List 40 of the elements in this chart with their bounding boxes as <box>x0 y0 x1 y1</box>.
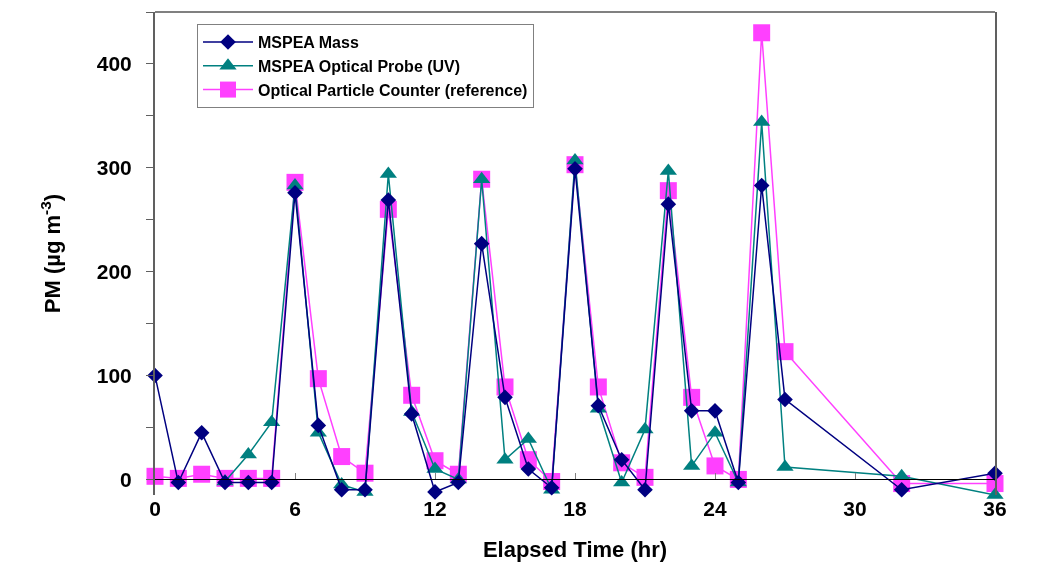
point <box>403 406 420 422</box>
y-tick-label: 200 <box>96 260 132 284</box>
point <box>473 235 490 252</box>
point <box>333 448 351 466</box>
legend-label: MSPEA Optical Probe (UV) <box>258 58 461 76</box>
y-tick-label: 300 <box>96 156 132 180</box>
point <box>333 482 350 498</box>
x-axis-title: Elapsed Time (hr) <box>482 536 668 562</box>
legend-label: Optical Particle Counter (reference) <box>258 81 528 99</box>
point <box>380 192 397 208</box>
x-tick-label: 0 <box>149 496 161 520</box>
point <box>310 417 327 434</box>
point <box>193 424 210 441</box>
point <box>706 457 724 475</box>
legend-label: MSPEA Mass <box>258 34 359 52</box>
point <box>753 24 771 42</box>
point <box>520 461 537 477</box>
point <box>753 177 770 194</box>
x-tick-label: 6 <box>289 496 301 520</box>
point <box>613 451 630 468</box>
x-tick-label: 12 <box>423 496 447 520</box>
point <box>683 403 700 419</box>
point <box>893 482 910 498</box>
point <box>239 446 257 459</box>
point <box>567 161 583 177</box>
point <box>660 196 677 212</box>
x-tick-label: 18 <box>563 496 587 520</box>
y-tick-label: 0 <box>120 467 132 491</box>
point <box>287 184 303 201</box>
x-tick-label: 36 <box>983 496 1007 520</box>
point <box>497 389 513 406</box>
point <box>777 391 793 408</box>
x-tick-label: 30 <box>843 496 867 520</box>
y-tick-label: 100 <box>96 363 132 387</box>
x-tick-label: 24 <box>703 496 727 520</box>
point <box>707 403 723 419</box>
point <box>637 482 653 498</box>
y-tick-label: 400 <box>96 52 132 76</box>
point <box>427 484 443 500</box>
point <box>590 397 607 414</box>
